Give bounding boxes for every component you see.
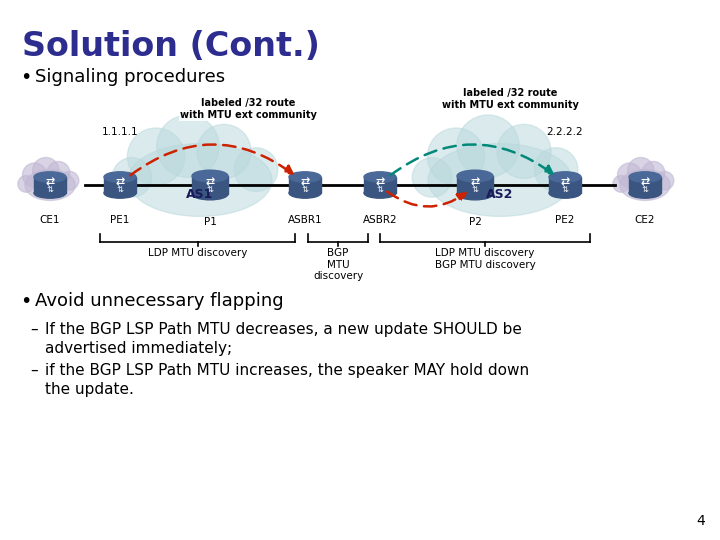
Ellipse shape — [629, 172, 661, 182]
Text: ⇄: ⇄ — [375, 178, 384, 187]
Ellipse shape — [549, 172, 581, 182]
Text: ⇅: ⇅ — [302, 185, 308, 193]
FancyBboxPatch shape — [289, 177, 321, 193]
Text: ⇅: ⇅ — [472, 185, 479, 194]
Ellipse shape — [428, 144, 572, 217]
Circle shape — [18, 176, 35, 192]
Text: If the BGP LSP Path MTU decreases, a new update SHOULD be
advertised immediately: If the BGP LSP Path MTU decreases, a new… — [45, 322, 522, 356]
Ellipse shape — [457, 188, 493, 200]
Circle shape — [642, 161, 665, 184]
Ellipse shape — [104, 188, 136, 198]
Text: ⇅: ⇅ — [207, 185, 214, 194]
Ellipse shape — [128, 144, 272, 217]
Ellipse shape — [289, 188, 321, 198]
Circle shape — [456, 115, 519, 178]
Ellipse shape — [192, 188, 228, 200]
Ellipse shape — [364, 172, 396, 182]
Text: BGP
MTU
discovery: BGP MTU discovery — [313, 248, 363, 281]
Text: P2: P2 — [469, 217, 482, 227]
Ellipse shape — [192, 170, 228, 182]
Text: ASBR1: ASBR1 — [288, 215, 323, 225]
Circle shape — [618, 163, 642, 187]
FancyBboxPatch shape — [104, 177, 136, 193]
Text: ⇄: ⇄ — [205, 177, 215, 187]
FancyBboxPatch shape — [192, 176, 228, 194]
Circle shape — [127, 128, 184, 185]
FancyBboxPatch shape — [457, 176, 493, 194]
Circle shape — [413, 158, 451, 197]
Circle shape — [534, 148, 578, 192]
FancyArrowPatch shape — [390, 145, 552, 176]
Text: Solution (Cont.): Solution (Cont.) — [22, 30, 320, 63]
Text: labeled /32 route
with MTU ext community: labeled /32 route with MTU ext community — [179, 98, 316, 120]
Circle shape — [60, 171, 78, 190]
Circle shape — [22, 163, 47, 187]
Circle shape — [32, 158, 59, 184]
Text: –: – — [30, 322, 37, 337]
Text: ⇄: ⇄ — [45, 178, 55, 187]
Text: 1.1.1.1: 1.1.1.1 — [102, 127, 138, 137]
Text: ⇄: ⇄ — [560, 178, 570, 187]
Circle shape — [197, 124, 251, 178]
FancyBboxPatch shape — [364, 177, 396, 193]
Ellipse shape — [104, 172, 136, 182]
Text: ⇄: ⇄ — [115, 178, 125, 187]
Text: ASBR2: ASBR2 — [363, 215, 397, 225]
FancyArrowPatch shape — [387, 192, 466, 207]
Text: CE1: CE1 — [40, 215, 60, 225]
Circle shape — [613, 176, 629, 192]
Text: •: • — [20, 292, 32, 311]
Circle shape — [628, 158, 654, 184]
Text: LDP MTU discovery
BGP MTU discovery: LDP MTU discovery BGP MTU discovery — [435, 248, 536, 269]
Text: 4: 4 — [696, 514, 705, 528]
Ellipse shape — [620, 170, 670, 200]
Circle shape — [497, 124, 551, 178]
Text: AS2: AS2 — [486, 188, 513, 201]
FancyArrowPatch shape — [130, 145, 292, 176]
Text: ⇅: ⇅ — [117, 185, 124, 193]
Circle shape — [112, 158, 152, 197]
Circle shape — [428, 128, 485, 185]
Text: Signaling procedures: Signaling procedures — [35, 68, 225, 86]
Ellipse shape — [34, 172, 66, 182]
FancyBboxPatch shape — [549, 177, 581, 193]
Text: –: – — [30, 363, 37, 378]
Text: •: • — [20, 68, 32, 87]
Text: if the BGP LSP Path MTU increases, the speaker MAY hold down
the update.: if the BGP LSP Path MTU increases, the s… — [45, 363, 529, 396]
Circle shape — [47, 161, 70, 184]
Text: AS1: AS1 — [186, 188, 214, 201]
Ellipse shape — [34, 188, 66, 198]
FancyBboxPatch shape — [34, 177, 66, 193]
Text: ⇄: ⇄ — [300, 178, 310, 187]
FancyBboxPatch shape — [629, 177, 661, 193]
Text: PE1: PE1 — [110, 215, 130, 225]
Text: ⇄: ⇄ — [470, 177, 480, 187]
Text: ⇅: ⇅ — [642, 185, 649, 193]
Text: PE2: PE2 — [555, 215, 575, 225]
Ellipse shape — [24, 170, 75, 200]
Text: 2.2.2.2: 2.2.2.2 — [546, 127, 583, 137]
Text: ⇅: ⇅ — [562, 185, 569, 193]
Ellipse shape — [457, 170, 493, 182]
Text: Avoid unnecessary flapping: Avoid unnecessary flapping — [35, 292, 284, 310]
Text: labeled /32 route
with MTU ext community: labeled /32 route with MTU ext community — [441, 89, 578, 110]
Text: ⇅: ⇅ — [47, 185, 53, 193]
Ellipse shape — [289, 172, 321, 182]
Ellipse shape — [549, 188, 581, 198]
Text: CE2: CE2 — [635, 215, 655, 225]
Ellipse shape — [364, 188, 396, 198]
Circle shape — [234, 148, 278, 192]
Text: LDP MTU discovery: LDP MTU discovery — [148, 248, 247, 258]
Circle shape — [157, 115, 219, 178]
Text: ⇅: ⇅ — [377, 185, 384, 193]
Text: P1: P1 — [204, 217, 217, 227]
Ellipse shape — [629, 188, 661, 198]
Circle shape — [655, 171, 674, 190]
Text: ⇄: ⇄ — [640, 178, 649, 187]
